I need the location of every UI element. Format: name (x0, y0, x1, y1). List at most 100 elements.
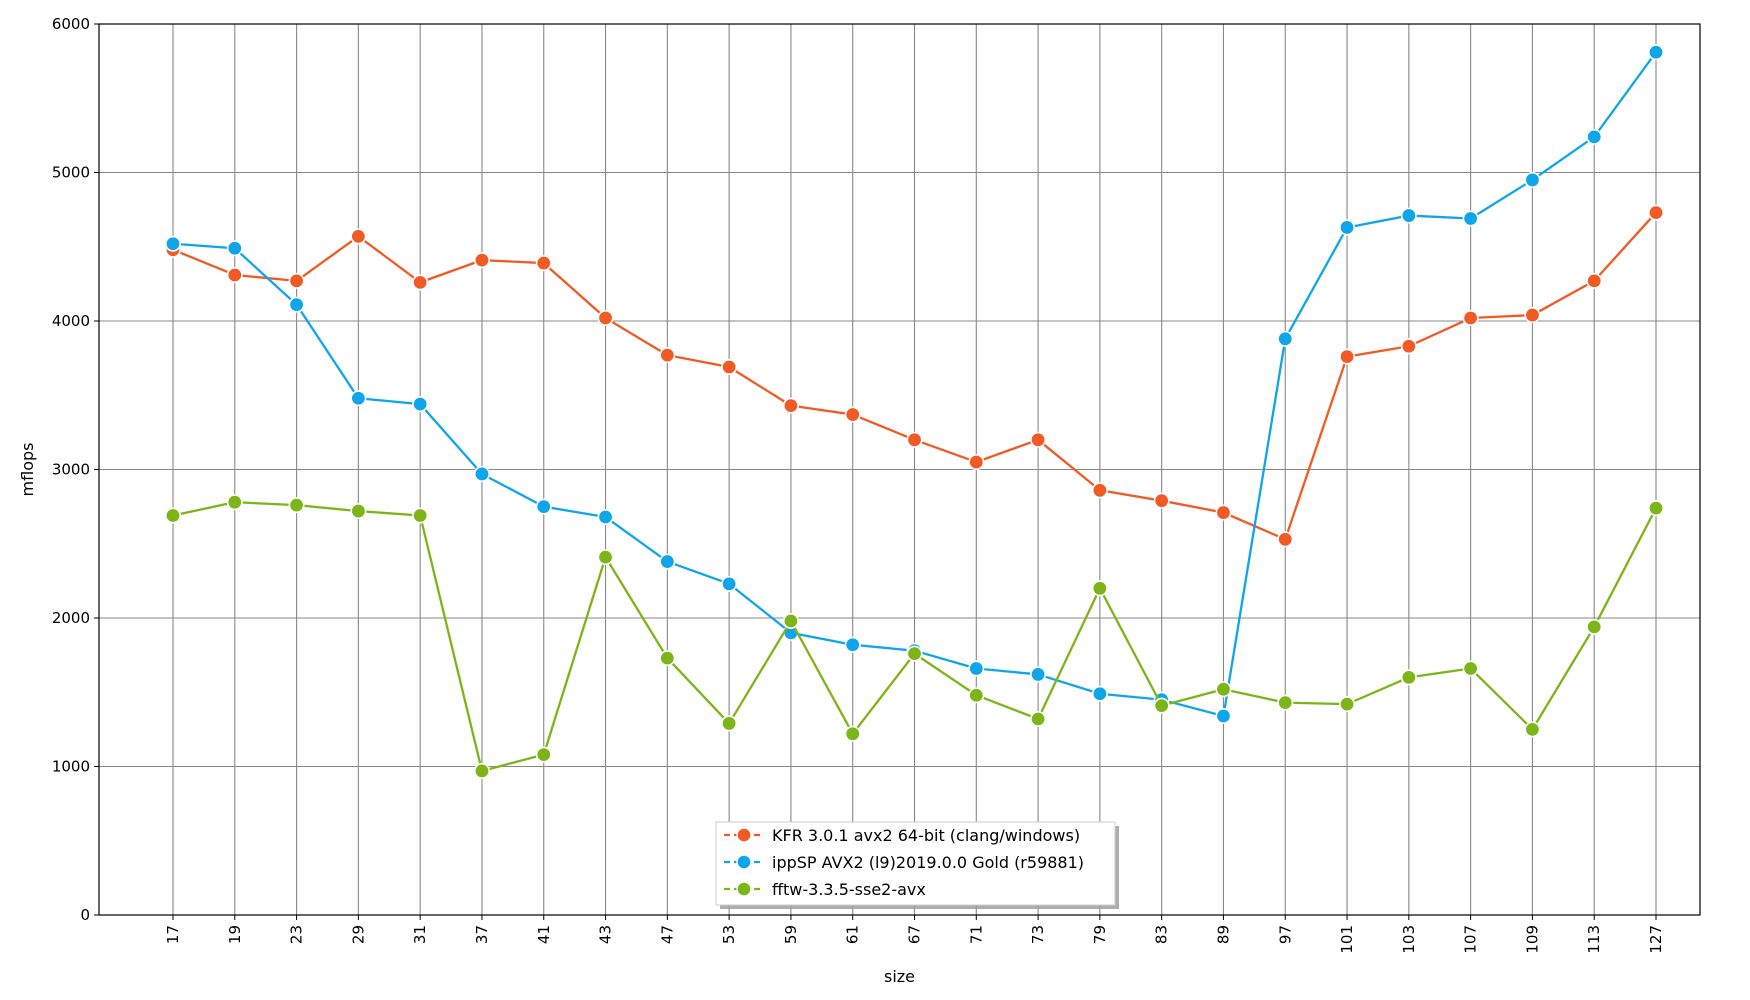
legend-item: fftw-3.3.5-sse2-avx (724, 880, 926, 899)
data-point (350, 503, 367, 520)
legend-marker (736, 881, 752, 897)
x-tick-label: 109 (1523, 925, 1541, 954)
x-tick-label: 23 (288, 925, 306, 944)
data-point (1462, 310, 1479, 327)
data-point (412, 274, 429, 291)
data-point (473, 762, 490, 779)
y-tick-label: 2000 (52, 609, 90, 627)
data-point (1400, 338, 1417, 355)
legend-marker (736, 854, 752, 870)
x-tick-label: 53 (720, 925, 738, 944)
data-point (1339, 348, 1356, 365)
grid-lines (99, 23, 1700, 916)
data-point (412, 507, 429, 524)
data-point (968, 454, 985, 471)
data-point (288, 497, 305, 514)
data-point (906, 645, 923, 662)
x-tick-label: 97 (1276, 925, 1294, 944)
x-tick-label: 59 (782, 925, 800, 944)
x-tick-label: 43 (597, 925, 615, 944)
x-tick-label: 71 (967, 925, 985, 944)
x-tick-label: 101 (1338, 925, 1356, 954)
data-point (1586, 272, 1603, 289)
data-point (1648, 500, 1665, 517)
data-point (350, 228, 367, 245)
data-point (473, 252, 490, 269)
legend-box (715, 821, 1116, 906)
series-layer (165, 44, 1665, 779)
data-point (473, 465, 490, 482)
data-point (1586, 128, 1603, 145)
data-point (844, 406, 861, 423)
data-point (721, 715, 738, 732)
data-point (659, 553, 676, 570)
x-tick-label: 47 (658, 925, 676, 944)
data-point (597, 509, 614, 526)
y-tick-label: 4000 (52, 312, 90, 330)
data-point (721, 575, 738, 592)
data-point (1215, 504, 1232, 521)
data-point (844, 636, 861, 653)
data-point (535, 255, 552, 272)
legend-label: fftw-3.3.5-sse2-avx (772, 880, 926, 899)
x-tick-label: 67 (906, 925, 924, 944)
y-tick-label: 0 (80, 906, 90, 924)
data-point (535, 498, 552, 515)
data-point (1277, 694, 1294, 711)
data-point (1462, 210, 1479, 227)
data-point (1339, 696, 1356, 713)
x-axis: 17 19 23 29 31 37 41 43 47 53 59 61 67 71 73 79 83 89 97 10… (164, 915, 1665, 954)
data-point (1586, 618, 1603, 635)
y-tick-label: 1000 (52, 758, 90, 776)
y-axis-label: mflops (18, 443, 37, 497)
data-point (1030, 710, 1047, 727)
data-point (721, 359, 738, 376)
data-point (226, 494, 243, 511)
data-point (659, 347, 676, 364)
data-point (1648, 204, 1665, 221)
data-point (1462, 660, 1479, 677)
x-tick-label: 41 (535, 925, 553, 944)
x-tick-label: 127 (1647, 925, 1665, 954)
x-tick-label: 17 (164, 925, 182, 944)
data-point (968, 660, 985, 677)
x-tick-label: 37 (473, 925, 491, 944)
data-point (1030, 431, 1047, 448)
data-point (1524, 171, 1541, 188)
data-point (1153, 492, 1170, 509)
data-point (288, 296, 305, 313)
legend-item: KFR 3.0.1 avx2 64-bit (clang/windows) (724, 826, 1080, 845)
data-point (1339, 219, 1356, 236)
data-point (782, 397, 799, 414)
data-point (165, 235, 182, 252)
x-tick-label: 113 (1585, 925, 1603, 954)
series-3 (165, 494, 1665, 779)
data-point (782, 612, 799, 629)
x-tick-label: 19 (226, 925, 244, 944)
data-point (535, 746, 552, 763)
legend-label: ippSP AVX2 (l9)2019.0.0 Gold (r59881) (772, 853, 1084, 872)
y-tick-label: 3000 (52, 461, 90, 479)
data-point (226, 266, 243, 283)
data-point (165, 507, 182, 524)
y-axis: 0 1000 2000 3000 4000 5000 6000 (52, 15, 99, 924)
data-point (1215, 681, 1232, 698)
data-point (597, 310, 614, 327)
data-point (1277, 531, 1294, 548)
data-point (597, 549, 614, 566)
data-point (1648, 44, 1665, 61)
y-tick-label: 5000 (52, 164, 90, 182)
data-point (412, 396, 429, 413)
x-tick-label: 89 (1214, 925, 1232, 944)
y-tick-label: 6000 (52, 15, 90, 33)
data-point (906, 431, 923, 448)
data-point (1030, 666, 1047, 683)
data-point (968, 687, 985, 704)
data-point (1400, 207, 1417, 224)
legend: KFR 3.0.1 avx2 64-bit (clang/windows) ipp… (715, 821, 1119, 909)
x-axis-label: size (884, 967, 915, 986)
x-tick-label: 107 (1462, 925, 1480, 954)
series-1 (165, 204, 1665, 548)
data-point (288, 272, 305, 289)
